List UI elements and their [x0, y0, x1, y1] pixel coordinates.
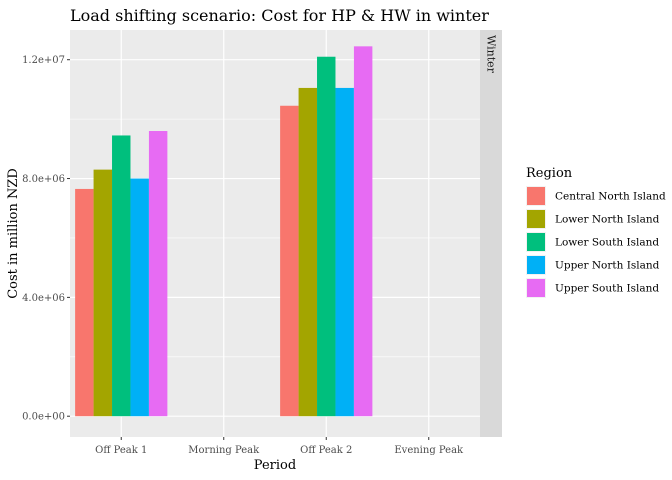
x-axis: Off Peak 1 Morning Peak Off Peak 2 Evening … — [95, 437, 464, 456]
x-tick-label: Evening Peak — [394, 445, 464, 456]
facet-strip — [480, 30, 502, 437]
y-tick-label: 0.0e+00 — [22, 412, 65, 423]
legend-label: Lower South Island — [555, 237, 659, 249]
legend: Region Central North Island Lower North I… — [526, 166, 666, 298]
bar — [130, 178, 149, 417]
legend-title: Region — [526, 166, 573, 181]
x-tick-label: Off Peak 2 — [300, 445, 352, 456]
y-axis-title: Cost in million NZD — [6, 168, 21, 299]
legend-label: Upper South Island — [555, 283, 659, 295]
bar — [335, 87, 354, 417]
y-axis: 0.0e+00 4.0e+06 8.0e+06 1.2e+07 — [22, 55, 70, 423]
bar — [280, 105, 299, 417]
legend-key — [527, 187, 545, 205]
bar — [93, 169, 113, 417]
chart-title: Load shifting scenario: Cost for HP & HW… — [70, 6, 489, 25]
y-tick-label: 8.0e+06 — [22, 174, 65, 185]
legend-key — [527, 279, 545, 297]
bar — [353, 46, 373, 417]
bar — [298, 87, 318, 417]
x-tick-label: Off Peak 1 — [95, 445, 147, 456]
bar — [317, 56, 336, 417]
bars — [75, 46, 373, 417]
x-axis-title: Period — [254, 458, 296, 473]
bar — [112, 135, 131, 417]
legend-key — [527, 256, 545, 274]
bar — [148, 131, 168, 417]
legend-label: Lower North Island — [555, 214, 660, 226]
legend-key — [527, 233, 545, 251]
bar — [75, 188, 94, 417]
facet-strip-label: Winter — [485, 35, 498, 74]
y-tick-label: 1.2e+07 — [22, 55, 65, 66]
y-tick-label: 4.0e+06 — [22, 293, 65, 304]
x-tick-label: Morning Peak — [188, 445, 260, 456]
legend-label: Central North Island — [555, 191, 666, 203]
legend-key — [527, 210, 545, 228]
legend-label: Upper North Island — [555, 260, 660, 272]
